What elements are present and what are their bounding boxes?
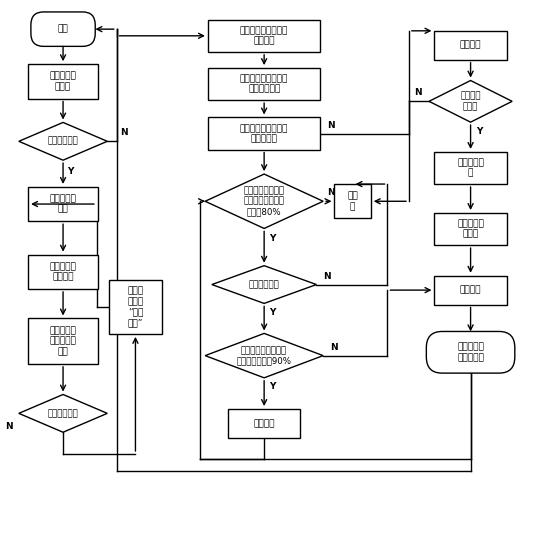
Bar (208, 117, 321, 150)
Text: 确认成绩: 确认成绩 (460, 286, 481, 295)
Bar (434, 152, 507, 184)
Text: N: N (330, 343, 337, 352)
Bar (28, 64, 98, 99)
Text: 计数一次: 计数一次 (253, 419, 275, 428)
Text: 确认个人信息: 确认个人信息 (47, 137, 79, 146)
Text: 受测学生输
入学号: 受测学生输 入学号 (50, 71, 77, 91)
Polygon shape (205, 334, 323, 378)
Bar (208, 20, 321, 52)
Text: 继续测试: 继续测试 (460, 41, 481, 50)
Text: 语音提示结
束: 语音提示结 束 (457, 158, 484, 177)
Bar (208, 68, 321, 100)
Text: Y: Y (269, 234, 275, 243)
Text: 不计
数: 不计 数 (347, 191, 358, 211)
Text: 结束，恢复
到开始页面: 结束，恢复 到开始页面 (457, 343, 484, 362)
Bar (28, 187, 98, 222)
Bar (28, 319, 98, 364)
Text: 储存模块储
存数据: 储存模块储 存数据 (457, 219, 484, 239)
Text: 判断是否上杆，系统
正式开始测试: 判断是否上杆，系统 正式开始测试 (240, 74, 288, 94)
Text: N: N (414, 88, 422, 97)
Text: 实时检测人体腿部和
手臂的长度: 实时检测人体腿部和 手臂的长度 (240, 124, 288, 143)
FancyBboxPatch shape (31, 12, 95, 46)
Bar (434, 276, 507, 305)
Text: 下巴高于单杠: 下巴高于单杠 (249, 280, 280, 289)
Bar (228, 409, 300, 438)
Text: N: N (120, 128, 128, 137)
Text: Y: Y (269, 308, 275, 317)
Text: 正面摄像机
拍摄图像: 正面摄像机 拍摄图像 (50, 262, 77, 281)
Text: 定义节点、腿部和手
臂的初値: 定义节点、腿部和手 臂的初値 (240, 26, 288, 46)
Bar (28, 254, 98, 289)
Polygon shape (19, 395, 107, 432)
Text: 手是否离
开单杠: 手是否离 开单杠 (460, 92, 481, 111)
Text: N: N (327, 121, 335, 130)
Polygon shape (429, 80, 512, 122)
Polygon shape (19, 122, 107, 160)
Text: 机器语音倒
计时: 机器语音倒 计时 (50, 194, 77, 214)
Text: 识别人体姿态: 识别人体姿态 (47, 409, 79, 418)
Bar (334, 184, 371, 219)
Text: Y: Y (269, 382, 275, 391)
Bar (434, 31, 507, 60)
Bar (434, 213, 507, 245)
FancyBboxPatch shape (426, 331, 515, 373)
Text: 人体姿势识
别模块识别
姿势: 人体姿势识 别模块识别 姿势 (50, 326, 77, 356)
Text: 语音模
块播报
“重新
开始”: 语音模 块播报 “重新 开始” (127, 287, 143, 327)
Polygon shape (212, 266, 316, 304)
Text: 人体下降，手臂长度
是否到达初値皀90%: 人体下降，手臂长度 是否到达初値皀90% (237, 346, 292, 365)
Text: 开始: 开始 (58, 25, 68, 33)
Text: Y: Y (476, 127, 482, 136)
Text: 人体上升，腿部长
度不小于腿部长度
初値皀80%: 人体上升，腿部长 度不小于腿部长度 初値皀80% (244, 186, 285, 216)
Text: N: N (323, 272, 331, 281)
Text: Y: Y (67, 167, 74, 176)
Bar (109, 280, 162, 334)
Text: N: N (5, 422, 13, 431)
Polygon shape (205, 174, 323, 228)
Text: N: N (327, 189, 334, 198)
